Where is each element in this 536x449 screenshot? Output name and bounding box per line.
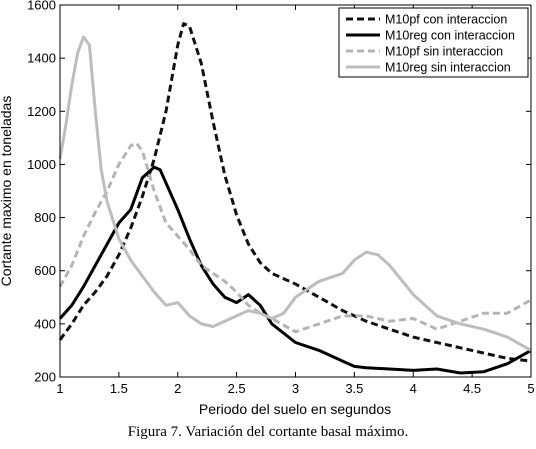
y-tick-label: 1400: [27, 51, 56, 66]
x-axis-label: Periodo del suelo en segundos: [199, 401, 391, 417]
series-line-2: [58, 165, 532, 375]
legend: M10pf con interaccion M10reg con interacc…: [338, 7, 529, 78]
y-tick-label: 400: [34, 316, 56, 331]
x-tick-label: 4.5: [463, 381, 481, 396]
legend-label-4: M10reg sin interaccion: [385, 61, 511, 75]
x-tick-label: 3.5: [345, 381, 363, 396]
figure-caption: Figura 7. Variación del cortante basal m…: [127, 424, 409, 440]
series-line-4: [58, 35, 532, 352]
y-tick-label: 1200: [27, 104, 56, 119]
series-line-3: [58, 141, 532, 334]
chart: 1 1.5 2 2.5 3 3.5 4 4.5 5 200 400 600 800 1000 1200 140…: [0, 0, 535, 417]
y-tick-label: 1600: [27, 0, 56, 13]
y-tick-label: 1000: [27, 157, 56, 172]
x-tick-label: 4: [410, 381, 417, 396]
series-layer: [58, 22, 532, 375]
x-tick-label: 2.5: [228, 381, 246, 396]
x-tick-label: 1: [56, 381, 63, 396]
y-axis-label: Cortante maximo en toneladas: [0, 96, 14, 287]
y-tick-label: 800: [34, 210, 56, 225]
x-tick-label: 3: [292, 381, 299, 396]
y-tick-label: 200: [34, 370, 56, 385]
legend-label-2: M10reg con interaccion: [385, 29, 515, 43]
y-tick-label: 600: [34, 263, 56, 278]
ticks-layer: 1 1.5 2 2.5 3 3.5 4 4.5 5 200 400 600 800 1000 1200 140…: [27, 0, 535, 396]
legend-label-1: M10pf con interaccion: [385, 13, 507, 27]
x-tick-label: 1.5: [110, 381, 128, 396]
legend-label-3: M10pf sin interaccion: [385, 45, 503, 59]
x-tick-label: 5: [527, 381, 534, 396]
x-tick-label: 2: [174, 381, 181, 396]
